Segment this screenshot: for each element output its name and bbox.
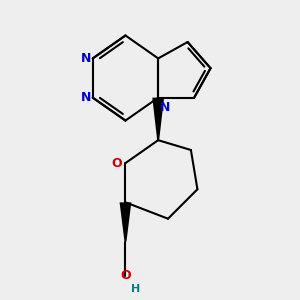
- Polygon shape: [120, 202, 131, 242]
- Text: O: O: [111, 157, 122, 169]
- Text: H: H: [131, 284, 140, 294]
- Polygon shape: [152, 98, 164, 140]
- Text: N: N: [160, 101, 170, 114]
- Text: N: N: [81, 91, 91, 104]
- Text: O: O: [120, 269, 131, 283]
- Text: N: N: [81, 52, 91, 65]
